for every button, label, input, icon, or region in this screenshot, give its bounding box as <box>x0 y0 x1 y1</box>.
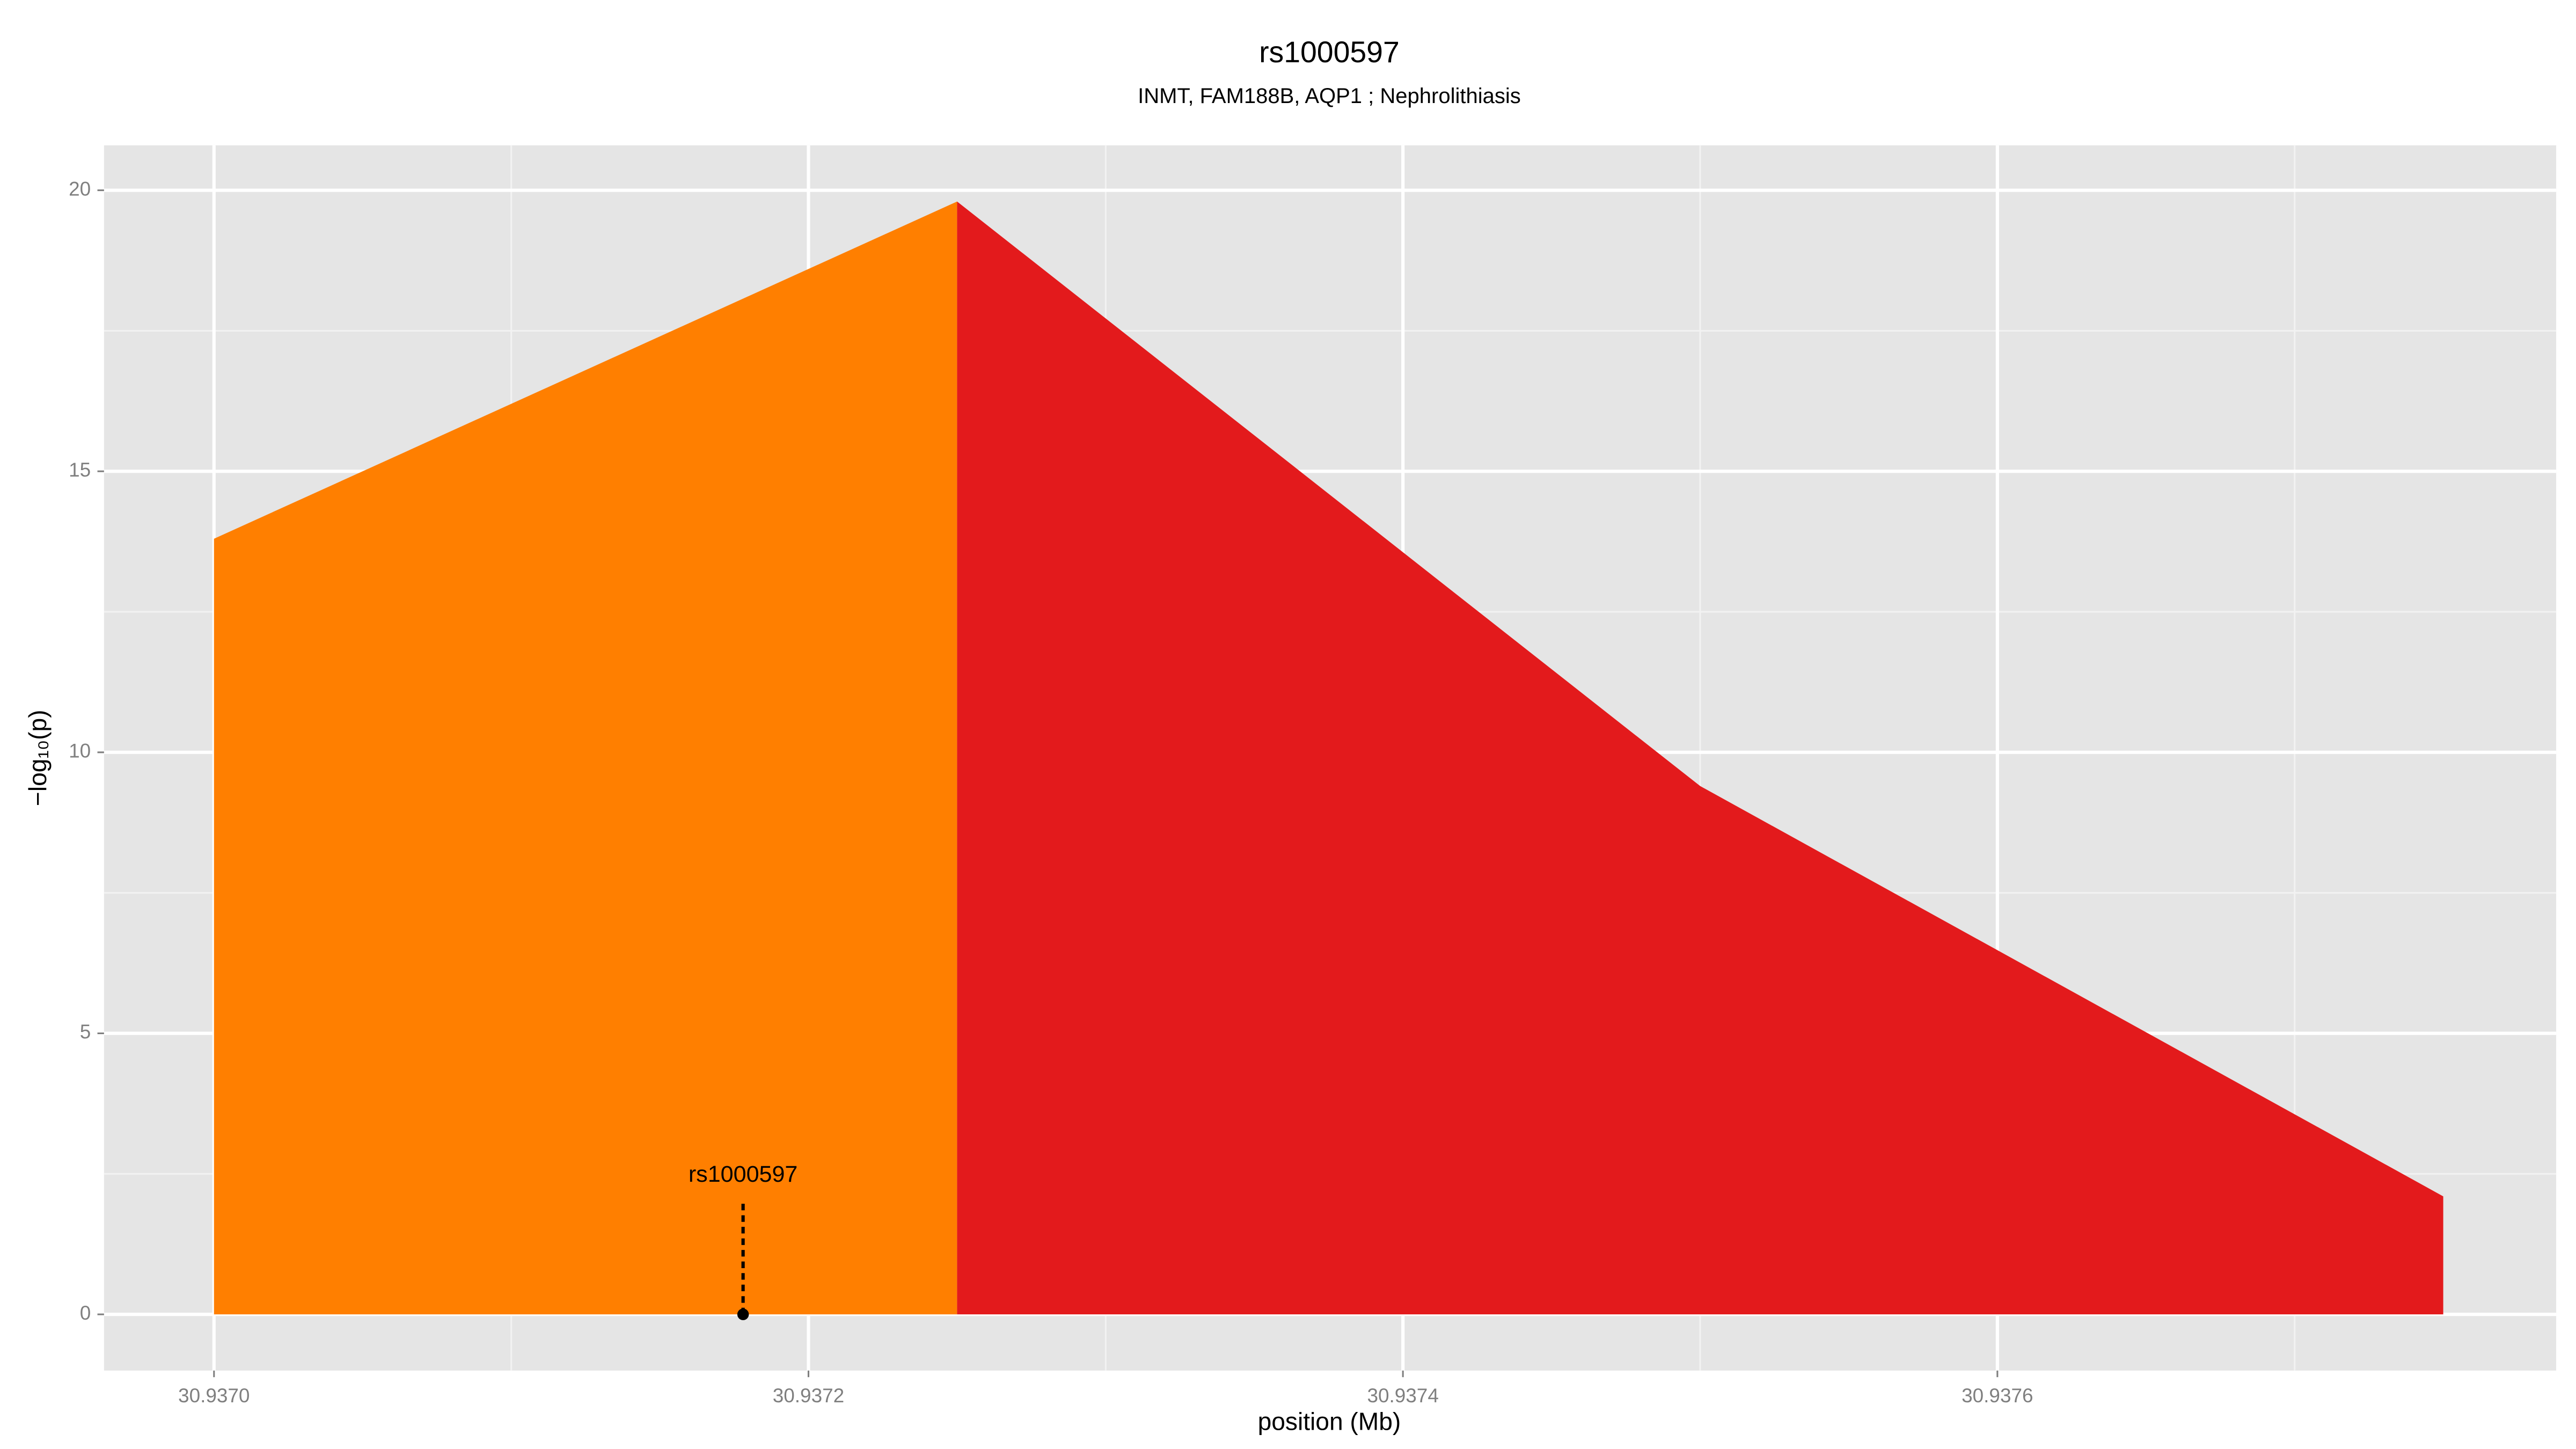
area <box>957 201 2443 1315</box>
y-tick-label: 5 <box>80 1021 91 1043</box>
x-axis-label: position (Mb) <box>1258 1407 1401 1435</box>
chart-subtitle: INMT, FAM188B, AQP1 ; Nephrolithiasis <box>1138 84 1521 108</box>
y-axis-label: −log₁₀(p) <box>24 709 52 806</box>
y-tick-label: 20 <box>69 178 91 200</box>
y-tick-label: 10 <box>69 740 91 762</box>
x-tick-label: 30.9376 <box>1962 1385 2033 1407</box>
x-tick-label: 30.9374 <box>1367 1385 1438 1407</box>
x-tick-label: 30.9370 <box>178 1385 250 1407</box>
x-tick-label: 30.9372 <box>773 1385 844 1407</box>
area <box>214 201 957 1315</box>
y-tick-label: 15 <box>69 459 91 481</box>
annotation-label: rs1000597 <box>689 1161 798 1187</box>
chart-title: rs1000597 <box>1259 35 1400 69</box>
annotation-point <box>737 1308 749 1320</box>
y-tick-label: 0 <box>80 1302 91 1324</box>
